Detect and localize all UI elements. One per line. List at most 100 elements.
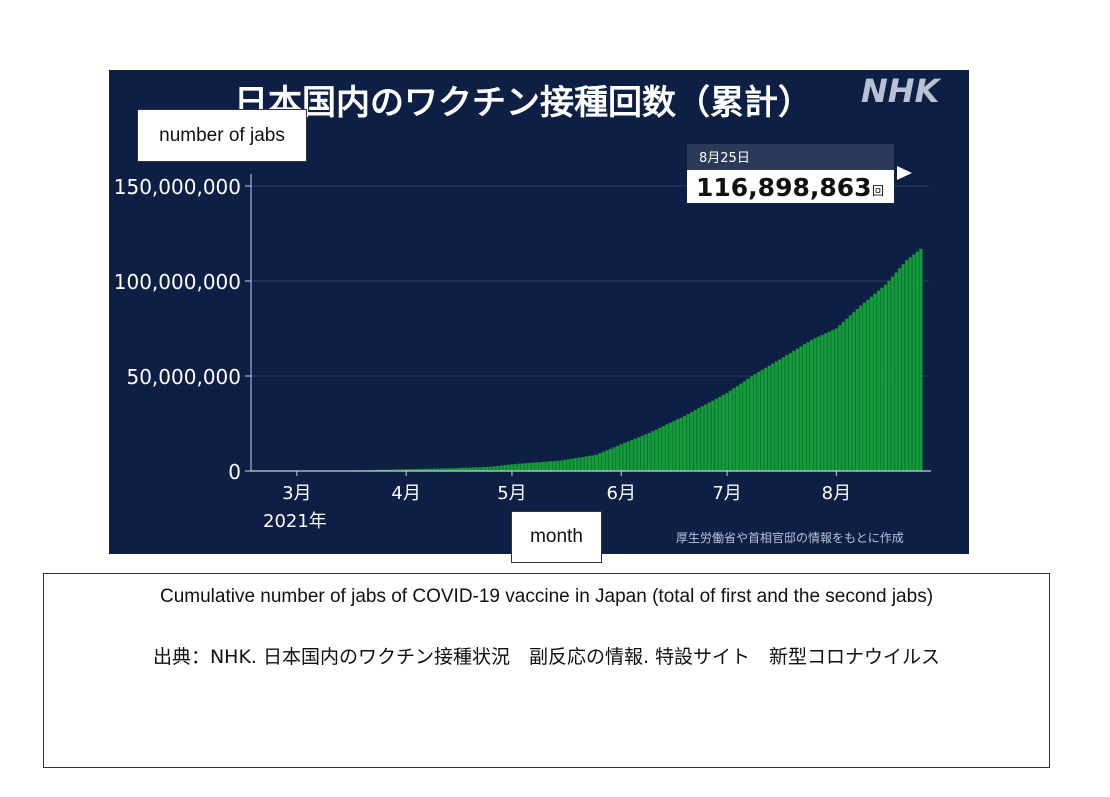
bar <box>859 305 863 472</box>
bar <box>823 333 828 472</box>
y-tick-label: 0 <box>228 460 241 484</box>
bar <box>665 424 669 472</box>
bar <box>912 254 916 472</box>
bar <box>855 308 860 472</box>
bar <box>908 257 913 472</box>
bar <box>919 248 923 472</box>
bar <box>869 296 874 472</box>
bar <box>622 442 627 472</box>
bar <box>820 334 824 472</box>
bar <box>852 312 856 472</box>
bar <box>700 406 704 472</box>
x-tick-label: 3月 <box>282 483 311 504</box>
callout-value-bg <box>687 170 894 203</box>
callout: 8月25日 116,898,863 回 <box>687 144 912 203</box>
bar <box>707 402 712 472</box>
bar <box>866 299 870 472</box>
bar <box>711 400 715 472</box>
y-tick-label: 150,000,000 <box>114 175 241 199</box>
bar <box>862 302 867 472</box>
x-tick-label: 6月 <box>607 483 636 504</box>
callout-unit: 回 <box>872 184 884 198</box>
bar <box>488 466 493 472</box>
bar <box>756 371 761 472</box>
bar <box>837 325 842 472</box>
bar <box>749 376 754 472</box>
bar <box>915 251 920 472</box>
bar <box>577 457 581 472</box>
x-tick-label: 7月 <box>712 483 741 504</box>
bar <box>813 338 817 472</box>
bar <box>566 459 570 472</box>
nhk-logo: NHK <box>861 72 942 110</box>
bar <box>742 381 747 472</box>
bar <box>845 318 849 472</box>
bar <box>739 383 743 472</box>
bar <box>668 422 673 472</box>
y-axis-label: number of jabs <box>137 109 307 162</box>
bar <box>848 315 853 472</box>
bar <box>672 420 676 472</box>
bar <box>559 460 563 472</box>
bar <box>721 394 726 472</box>
callout-pointer-icon <box>897 166 912 180</box>
bar <box>640 435 645 472</box>
vaccination-chart: 日本国内のワクチン接種回数（累計） NHK 0 50,000,000 100,000… <box>114 72 942 545</box>
x-tick-label: 4月 <box>391 483 420 504</box>
bar <box>591 455 595 472</box>
bar <box>718 396 722 472</box>
bar <box>531 462 535 472</box>
bar <box>619 444 623 472</box>
bar <box>890 276 895 472</box>
bar <box>492 466 496 472</box>
bar <box>513 463 518 472</box>
bar <box>792 350 796 472</box>
bar <box>675 419 680 472</box>
bar <box>612 447 616 472</box>
bar <box>580 456 585 472</box>
caption-source: 出典：NHK. 日本国内のワクチン接種状況 副反応の情報. 特設サイト 新型コロ… <box>152 646 941 668</box>
bar <box>651 431 655 472</box>
bar <box>753 373 757 472</box>
bar <box>527 462 532 472</box>
bar <box>689 411 694 472</box>
bar <box>658 427 662 472</box>
caption-title: Cumulative number of jabs of COVID-19 va… <box>159 586 934 607</box>
bar <box>587 455 592 472</box>
bar <box>661 426 666 472</box>
bar <box>594 454 599 472</box>
bar <box>760 369 764 472</box>
y-tick-label: 50,000,000 <box>126 365 241 389</box>
bar <box>880 287 884 472</box>
bar <box>703 404 708 472</box>
source-note: 厚生労働省や首相官邸の情報をもとに作成 <box>676 530 904 545</box>
bar <box>830 329 835 472</box>
bar <box>573 458 578 472</box>
bar <box>834 328 838 472</box>
bar <box>598 453 602 472</box>
bar <box>873 293 877 472</box>
bar <box>524 463 528 472</box>
bar <box>696 408 701 472</box>
bar <box>778 359 782 472</box>
callout-value: 116,898,863 <box>696 173 872 202</box>
bar <box>732 388 736 472</box>
bar <box>725 392 729 472</box>
bar <box>785 355 789 472</box>
bar <box>552 460 556 472</box>
bar <box>763 367 768 472</box>
bar <box>495 465 500 472</box>
bar <box>520 463 525 472</box>
bar <box>901 264 905 472</box>
bar <box>816 336 821 472</box>
bar <box>502 465 507 472</box>
axes: 0 50,000,000 100,000,000 150,000,000 3月 4月 5月 6… <box>114 174 931 504</box>
bar <box>562 459 567 472</box>
bar <box>534 462 539 472</box>
bar <box>605 450 609 472</box>
bar <box>654 429 659 472</box>
bar <box>647 432 652 472</box>
bar <box>795 348 800 472</box>
y-tick-label: 100,000,000 <box>114 270 241 294</box>
callout-date: 8月25日 <box>699 151 750 166</box>
